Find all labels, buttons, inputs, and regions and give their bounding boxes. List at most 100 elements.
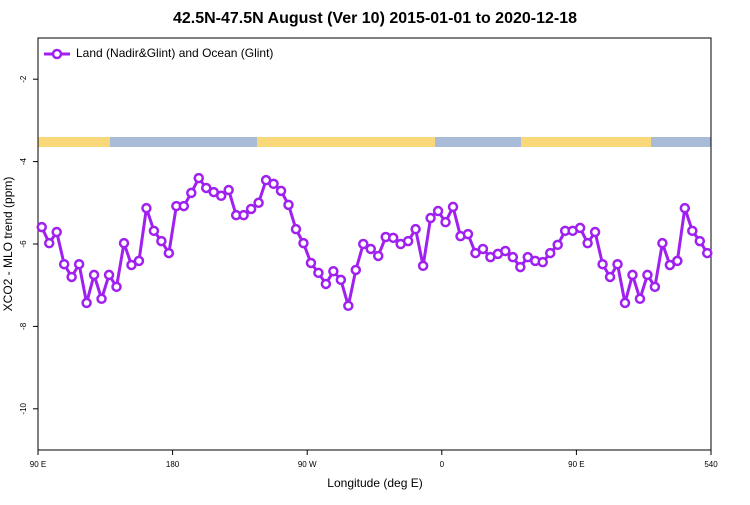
data-point (141, 202, 152, 214)
data-point (612, 258, 623, 270)
data-point (387, 232, 399, 244)
data-point (238, 209, 249, 221)
data-point (245, 203, 257, 215)
data-point (507, 251, 519, 263)
data-point (425, 212, 436, 224)
data-point (582, 237, 593, 249)
data-point (634, 293, 646, 305)
data-point (402, 235, 414, 247)
data-point (163, 247, 175, 259)
land-band (257, 137, 435, 147)
data-point (544, 247, 556, 259)
y-tick-label: -8 (19, 322, 28, 330)
data-point (290, 223, 302, 235)
chart-title: 42.5N-47.5N August (Ver 10) 2015-01-01 t… (173, 10, 577, 27)
data-point (283, 199, 294, 211)
data-point (552, 239, 563, 251)
data-point (298, 237, 309, 249)
data-point (223, 184, 234, 196)
legend-marker (51, 48, 63, 60)
data-point (58, 258, 70, 270)
data-point (537, 256, 548, 268)
data-point (597, 258, 608, 270)
data-point (410, 223, 421, 235)
land-ocean-strip (38, 137, 711, 147)
data-point (365, 243, 377, 255)
land-band (521, 137, 651, 147)
data-point (515, 261, 526, 273)
x-tick-label: 0 (440, 460, 445, 469)
land-band (38, 137, 110, 147)
data-point (604, 271, 616, 283)
data-point (148, 225, 160, 237)
data-point (477, 243, 489, 255)
data-point (313, 267, 324, 279)
data-point (350, 264, 362, 276)
data-point (432, 205, 444, 217)
data-point (133, 255, 145, 267)
data-point (335, 274, 347, 286)
data-point (627, 269, 638, 281)
data-point (186, 187, 197, 199)
data-point (81, 297, 92, 309)
data-point (126, 259, 137, 271)
data-point (694, 235, 706, 247)
data-point (343, 300, 354, 312)
data-point (417, 260, 429, 272)
data-point (111, 281, 122, 293)
x-tick-label: 90 W (298, 460, 317, 469)
data-point (73, 258, 85, 270)
x-tick-label: 90 E (568, 460, 584, 469)
data-point (253, 197, 264, 209)
data-point (574, 222, 586, 234)
data-point (103, 269, 115, 281)
series-line (40, 175, 709, 307)
data-point (193, 172, 205, 184)
data-point (657, 237, 668, 249)
data-point (328, 265, 339, 277)
plot-frame (37, 37, 712, 451)
data-point (500, 245, 511, 257)
data-point (66, 271, 77, 283)
legend-label: Land (Nadir&Glint) and Ocean (Glint) (76, 46, 273, 60)
data-point (305, 257, 317, 269)
data-point (687, 225, 698, 237)
y-tick-label: -2 (19, 75, 28, 83)
data-point (702, 247, 713, 259)
y-tick-label: -10 (19, 402, 28, 414)
y-tick-label: -6 (19, 240, 28, 248)
x-tick-label: 90 E (30, 460, 46, 469)
y-tick-label: -4 (19, 157, 28, 165)
data-point (679, 202, 691, 214)
data-point (358, 238, 369, 250)
data-point (589, 226, 601, 238)
data-point (178, 200, 190, 212)
data-point (96, 293, 107, 305)
data-point (649, 281, 661, 293)
x-tick-label: 180 (166, 460, 180, 469)
data-point (268, 178, 279, 190)
data-point (118, 237, 130, 249)
data-point (642, 269, 653, 281)
data-point (372, 250, 384, 262)
data-point (664, 259, 676, 271)
data-point (470, 247, 481, 259)
data-point (440, 216, 451, 228)
data-point (215, 190, 227, 202)
data-point (88, 269, 100, 281)
data-point (672, 255, 683, 267)
data-point (156, 235, 167, 247)
x-tick-label: 540 (704, 460, 718, 469)
data-point (275, 185, 287, 197)
data-point (619, 297, 631, 309)
data-point (201, 182, 212, 194)
data-point (36, 221, 47, 233)
y-axis-label: XCO2 - MLO trend (ppm) (1, 177, 15, 312)
x-axis-label: Longitude (deg E) (327, 476, 422, 490)
data-point (462, 228, 474, 240)
data-point (43, 237, 55, 249)
data-point (447, 201, 459, 213)
data-point (320, 278, 332, 290)
data-point (51, 226, 62, 238)
